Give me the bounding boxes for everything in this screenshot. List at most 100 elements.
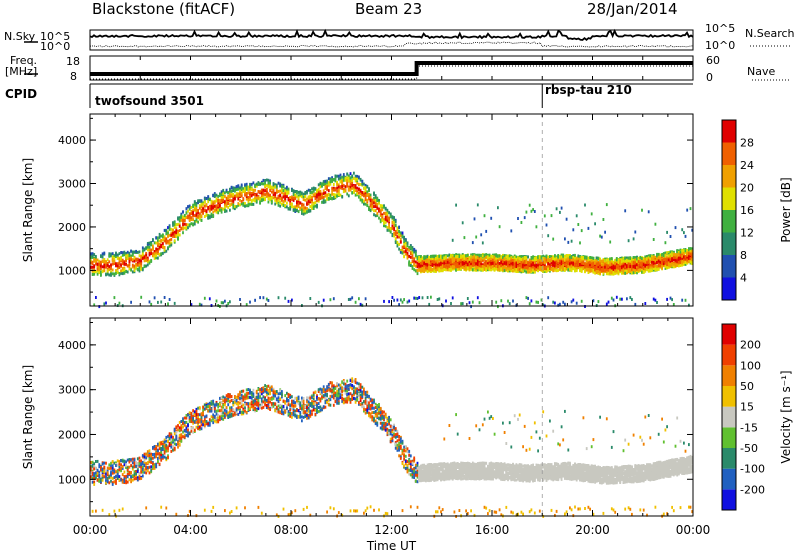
range-gate-cell	[197, 211, 199, 215]
range-gate-cell	[525, 270, 528, 274]
range-gate-cell	[197, 199, 199, 203]
range-gate-cell	[431, 268, 434, 272]
range-gate-cell	[153, 254, 156, 258]
range-gate-cell	[552, 257, 555, 261]
range-gate-cell	[250, 194, 253, 198]
range-gate-cell	[411, 266, 414, 270]
range-gate-cell	[575, 269, 578, 273]
range-gate-cell	[579, 267, 581, 271]
range-gate-cell	[590, 212, 593, 216]
range-gate-cell	[438, 297, 441, 301]
range-gate-cell	[414, 253, 417, 257]
range-gate-cell	[339, 179, 342, 183]
range-gate-cell	[545, 269, 548, 273]
range-gate-cell	[359, 182, 362, 186]
range-gate-cell	[272, 193, 275, 197]
range-gate-cell	[358, 191, 360, 195]
range-gate-cell	[557, 268, 560, 272]
range-gate-cell	[418, 263, 421, 266]
range-gate-cell	[347, 194, 350, 198]
range-gate-cell	[235, 192, 238, 196]
range-gate-cell	[363, 199, 365, 203]
range-gate-cell	[572, 255, 575, 259]
range-gate-cell	[165, 228, 168, 232]
range-gate-cell	[272, 182, 275, 186]
range-gate-cell	[580, 256, 583, 259]
range-gate-cell	[435, 254, 437, 258]
range-gate-cell	[371, 202, 374, 206]
range-gate-cell	[91, 265, 94, 269]
range-gate-cell	[279, 183, 282, 187]
range-gate-cell	[250, 187, 253, 191]
range-gate-cell	[584, 270, 586, 274]
range-gate-cell	[145, 264, 148, 268]
range-gate-cell	[364, 189, 367, 192]
range-gate-cell	[522, 265, 524, 269]
range-gate-cell	[168, 227, 171, 231]
range-gate-cell	[162, 233, 164, 237]
range-gate-cell	[334, 174, 337, 178]
range-gate-cell	[567, 240, 570, 244]
range-gate-cell	[242, 197, 245, 201]
range-gate-cell	[421, 267, 424, 271]
range-gate-cell	[542, 256, 545, 260]
range-gate-cell	[575, 301, 578, 305]
range-gate-cell	[195, 206, 198, 210]
range-gate-cell	[108, 268, 111, 272]
range-gate-cell	[466, 259, 469, 263]
range-gate-cell	[309, 297, 312, 300]
range-gate-cell	[564, 302, 566, 306]
range-gate-cell	[461, 257, 464, 261]
range-gate-cell	[517, 260, 519, 264]
range-gate-cell	[162, 245, 164, 249]
range-gate-cell	[455, 255, 457, 259]
range-gate-cell	[262, 178, 265, 182]
range-gate-cell	[550, 257, 553, 261]
range-gate-cell	[503, 256, 506, 260]
range-gate-cell	[448, 259, 451, 263]
range-gate-cell	[560, 255, 563, 259]
range-gate-cell	[612, 271, 615, 275]
range-gate-cell	[160, 300, 163, 304]
range-gate-cell	[110, 254, 112, 258]
range-gate-cell	[105, 263, 107, 267]
range-gate-cell	[430, 295, 432, 299]
range-gate-cell	[463, 256, 466, 260]
range-gate-cell	[515, 257, 518, 261]
range-gate-cell	[557, 265, 560, 269]
range-gate-cell	[446, 266, 449, 270]
range-gate-cell	[93, 258, 96, 261]
range-gate-cell	[426, 263, 429, 267]
range-gate-cell	[182, 227, 184, 231]
range-gate-cell	[503, 254, 506, 258]
range-gate-cell	[368, 187, 370, 191]
range-gate-cell	[409, 255, 412, 259]
range-gate-cell	[118, 262, 121, 266]
range-gate-cell	[604, 230, 606, 234]
range-gate-cell	[162, 242, 164, 246]
range-gate-cell	[518, 257, 521, 261]
range-gate-cell	[446, 254, 449, 258]
range-gate-cell	[396, 298, 399, 302]
range-gate-cell	[376, 213, 379, 217]
range-gate-cell	[331, 178, 333, 181]
range-gate-cell	[349, 182, 352, 186]
range-gate-cell	[116, 253, 119, 257]
range-gate-cell	[476, 257, 479, 261]
range-gate-cell	[490, 260, 493, 264]
range-gate-cell	[173, 235, 176, 238]
range-gate-cell	[190, 218, 193, 221]
range-gate-cell	[115, 262, 117, 266]
range-gate-cell	[155, 247, 158, 251]
range-gate-cell	[229, 300, 231, 304]
range-gate-cell	[495, 265, 498, 268]
range-gate-cell	[508, 269, 511, 273]
range-gate-cell	[349, 297, 352, 301]
range-gate-cell	[224, 200, 226, 204]
range-gate-cell	[203, 204, 206, 208]
range-gate-cell	[542, 261, 545, 264]
range-gate-cell	[461, 265, 464, 269]
range-gate-cell	[379, 210, 382, 214]
range-gate-cell	[600, 263, 603, 267]
range-gate-cell	[520, 259, 523, 263]
